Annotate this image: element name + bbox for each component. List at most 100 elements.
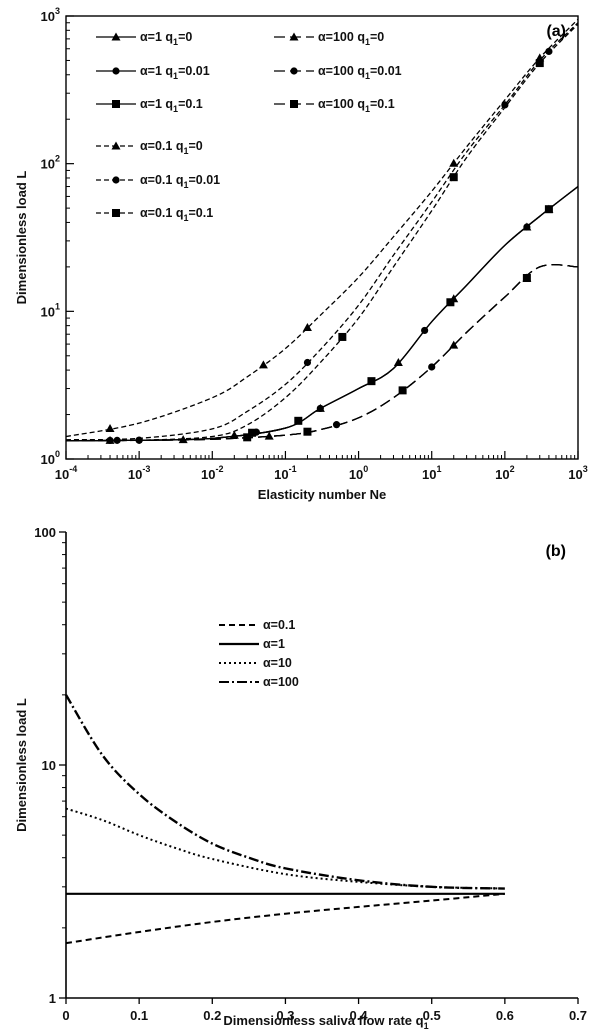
legend-label-tail: =0: [178, 30, 192, 44]
panel-label: (b): [546, 543, 566, 560]
series-line: [66, 264, 578, 442]
x-tick-label: 0.4: [350, 1008, 369, 1023]
legend-circle-marker: [290, 67, 298, 75]
series-line: [66, 18, 578, 438]
x-tick-exponent: 0: [363, 464, 368, 474]
y-tick-label: 1: [49, 991, 56, 1006]
legend-label-tail: =0.1: [370, 97, 395, 111]
legend-label-tail: =0.01: [370, 64, 402, 78]
legend-label-subscript: 1: [183, 213, 188, 223]
y-tick-base: 10: [41, 157, 55, 172]
triangle-marker: [105, 423, 115, 432]
legend-label-subscript: 1: [365, 37, 370, 47]
x-tick-base: 10: [201, 467, 215, 482]
legend-label-main: α=100 q: [318, 97, 365, 111]
legend-label-tail: =0.01: [189, 173, 221, 187]
legend-label: α=0.1 q1=0.1: [140, 206, 213, 223]
x-tick-label: 0.2: [203, 1008, 221, 1023]
square-marker: [303, 427, 312, 436]
legend-label-main: α=0.1 q: [140, 206, 183, 220]
triangle-marker: [258, 360, 268, 369]
x-tick-label: 10-2: [201, 464, 223, 482]
y-tick-exponent: 1: [55, 301, 60, 311]
legend-label: α=0.1 q1=0.01: [140, 173, 220, 190]
x-tick-exponent: -3: [142, 464, 150, 474]
x-tick-base: 10: [128, 467, 142, 482]
legend-square-marker: [112, 100, 120, 108]
legend-label: α=100 q1=0.1: [318, 97, 395, 114]
x-tick-exponent: -1: [289, 464, 297, 474]
y-tick-exponent: 2: [55, 154, 60, 164]
square-marker: [522, 274, 531, 283]
x-tick-label: 10-3: [128, 464, 150, 482]
legend-label-tail: =0.1: [178, 97, 203, 111]
legend-label: α=1: [263, 637, 285, 651]
square-marker: [294, 416, 303, 425]
panel-label: (a): [546, 23, 566, 40]
legend-label-subscript: 1: [173, 37, 178, 47]
y-tick-label: 102: [41, 154, 60, 172]
triangle-marker: [449, 158, 459, 167]
y-tick-exponent: 3: [55, 6, 60, 16]
x-tick-label: 103: [568, 464, 587, 482]
y-tick-label: 103: [41, 6, 60, 24]
circle-marker: [501, 101, 509, 109]
series-line: [65, 807, 505, 890]
x-tick-label: 0.7: [569, 1008, 587, 1023]
legend-triangle-marker: [111, 141, 121, 150]
x-tick-base: 10: [568, 467, 582, 482]
y-tick-label: 101: [41, 301, 60, 319]
x-tick-base: 10: [495, 467, 509, 482]
legend-square-marker: [112, 209, 120, 217]
square-marker: [535, 59, 544, 68]
legend-circle-marker: [112, 67, 120, 75]
legend-circle-marker: [112, 176, 120, 184]
series-line: [64, 694, 505, 890]
x-tick-label: 10-4: [55, 464, 77, 482]
legend-label-subscript: 1: [183, 180, 188, 190]
y-tick-base: 10: [41, 9, 55, 24]
legend-label: α=0.1: [263, 618, 295, 632]
x-tick-label: 0.6: [496, 1008, 514, 1023]
legend-label: α=100 q1=0: [318, 30, 384, 47]
x-tick-exponent: -4: [69, 464, 77, 474]
y-tick-label: 100: [41, 449, 60, 467]
legend-label-subscript: 1: [173, 104, 178, 114]
legend-label: α=1 q1=0.01: [140, 64, 210, 81]
legend-label-main: α=100 q: [318, 64, 365, 78]
x-tick-base: 10: [274, 467, 288, 482]
square-marker: [544, 205, 553, 214]
x-tick-label: 0.5: [423, 1008, 441, 1023]
legend-label-main: α=1 q: [140, 30, 173, 44]
triangle-marker: [178, 435, 188, 444]
legend-label-subscript: 1: [173, 71, 178, 81]
legend-label-subscript: 1: [365, 104, 370, 114]
series-line: [66, 264, 578, 442]
legend-label-tail: =0.1: [189, 206, 214, 220]
legend-label: α=1 q1=0: [140, 30, 192, 47]
series-line: [66, 264, 578, 442]
square-marker: [243, 433, 252, 442]
legend-label-main: α=1 q: [140, 97, 173, 111]
y-tick-exponent: 0: [55, 449, 60, 459]
y-axis-label: Dimensionless load L: [14, 698, 29, 832]
square-marker: [338, 332, 347, 341]
y-tick-base: 10: [41, 304, 55, 319]
x-axis-label: Elasticity number Ne: [258, 487, 387, 502]
x-axis-label-subscript: 1: [424, 1021, 429, 1031]
square-marker: [398, 386, 407, 395]
x-tick-label: 10-1: [274, 464, 296, 482]
legend-label: α=1 q1=0.1: [140, 97, 203, 114]
triangle-marker: [449, 340, 459, 349]
x-tick-exponent: 2: [510, 464, 515, 474]
legend-label-main: α=1 q: [140, 64, 173, 78]
x-axis-label: Dimensionless saliva flow rate q1: [223, 1013, 428, 1031]
square-marker: [449, 173, 458, 182]
x-tick-label: 101: [422, 464, 441, 482]
x-tick-exponent: 1: [436, 464, 441, 474]
legend-label-subscript: 1: [183, 146, 188, 156]
chart-panel-b: 1 10 100 0 0.1 0.2 0.3 0.4 0.5 0.6 0.7 Dimensionles…: [14, 525, 587, 1031]
x-tick-base: 10: [349, 467, 363, 482]
legend-triangle-marker: [289, 32, 299, 41]
